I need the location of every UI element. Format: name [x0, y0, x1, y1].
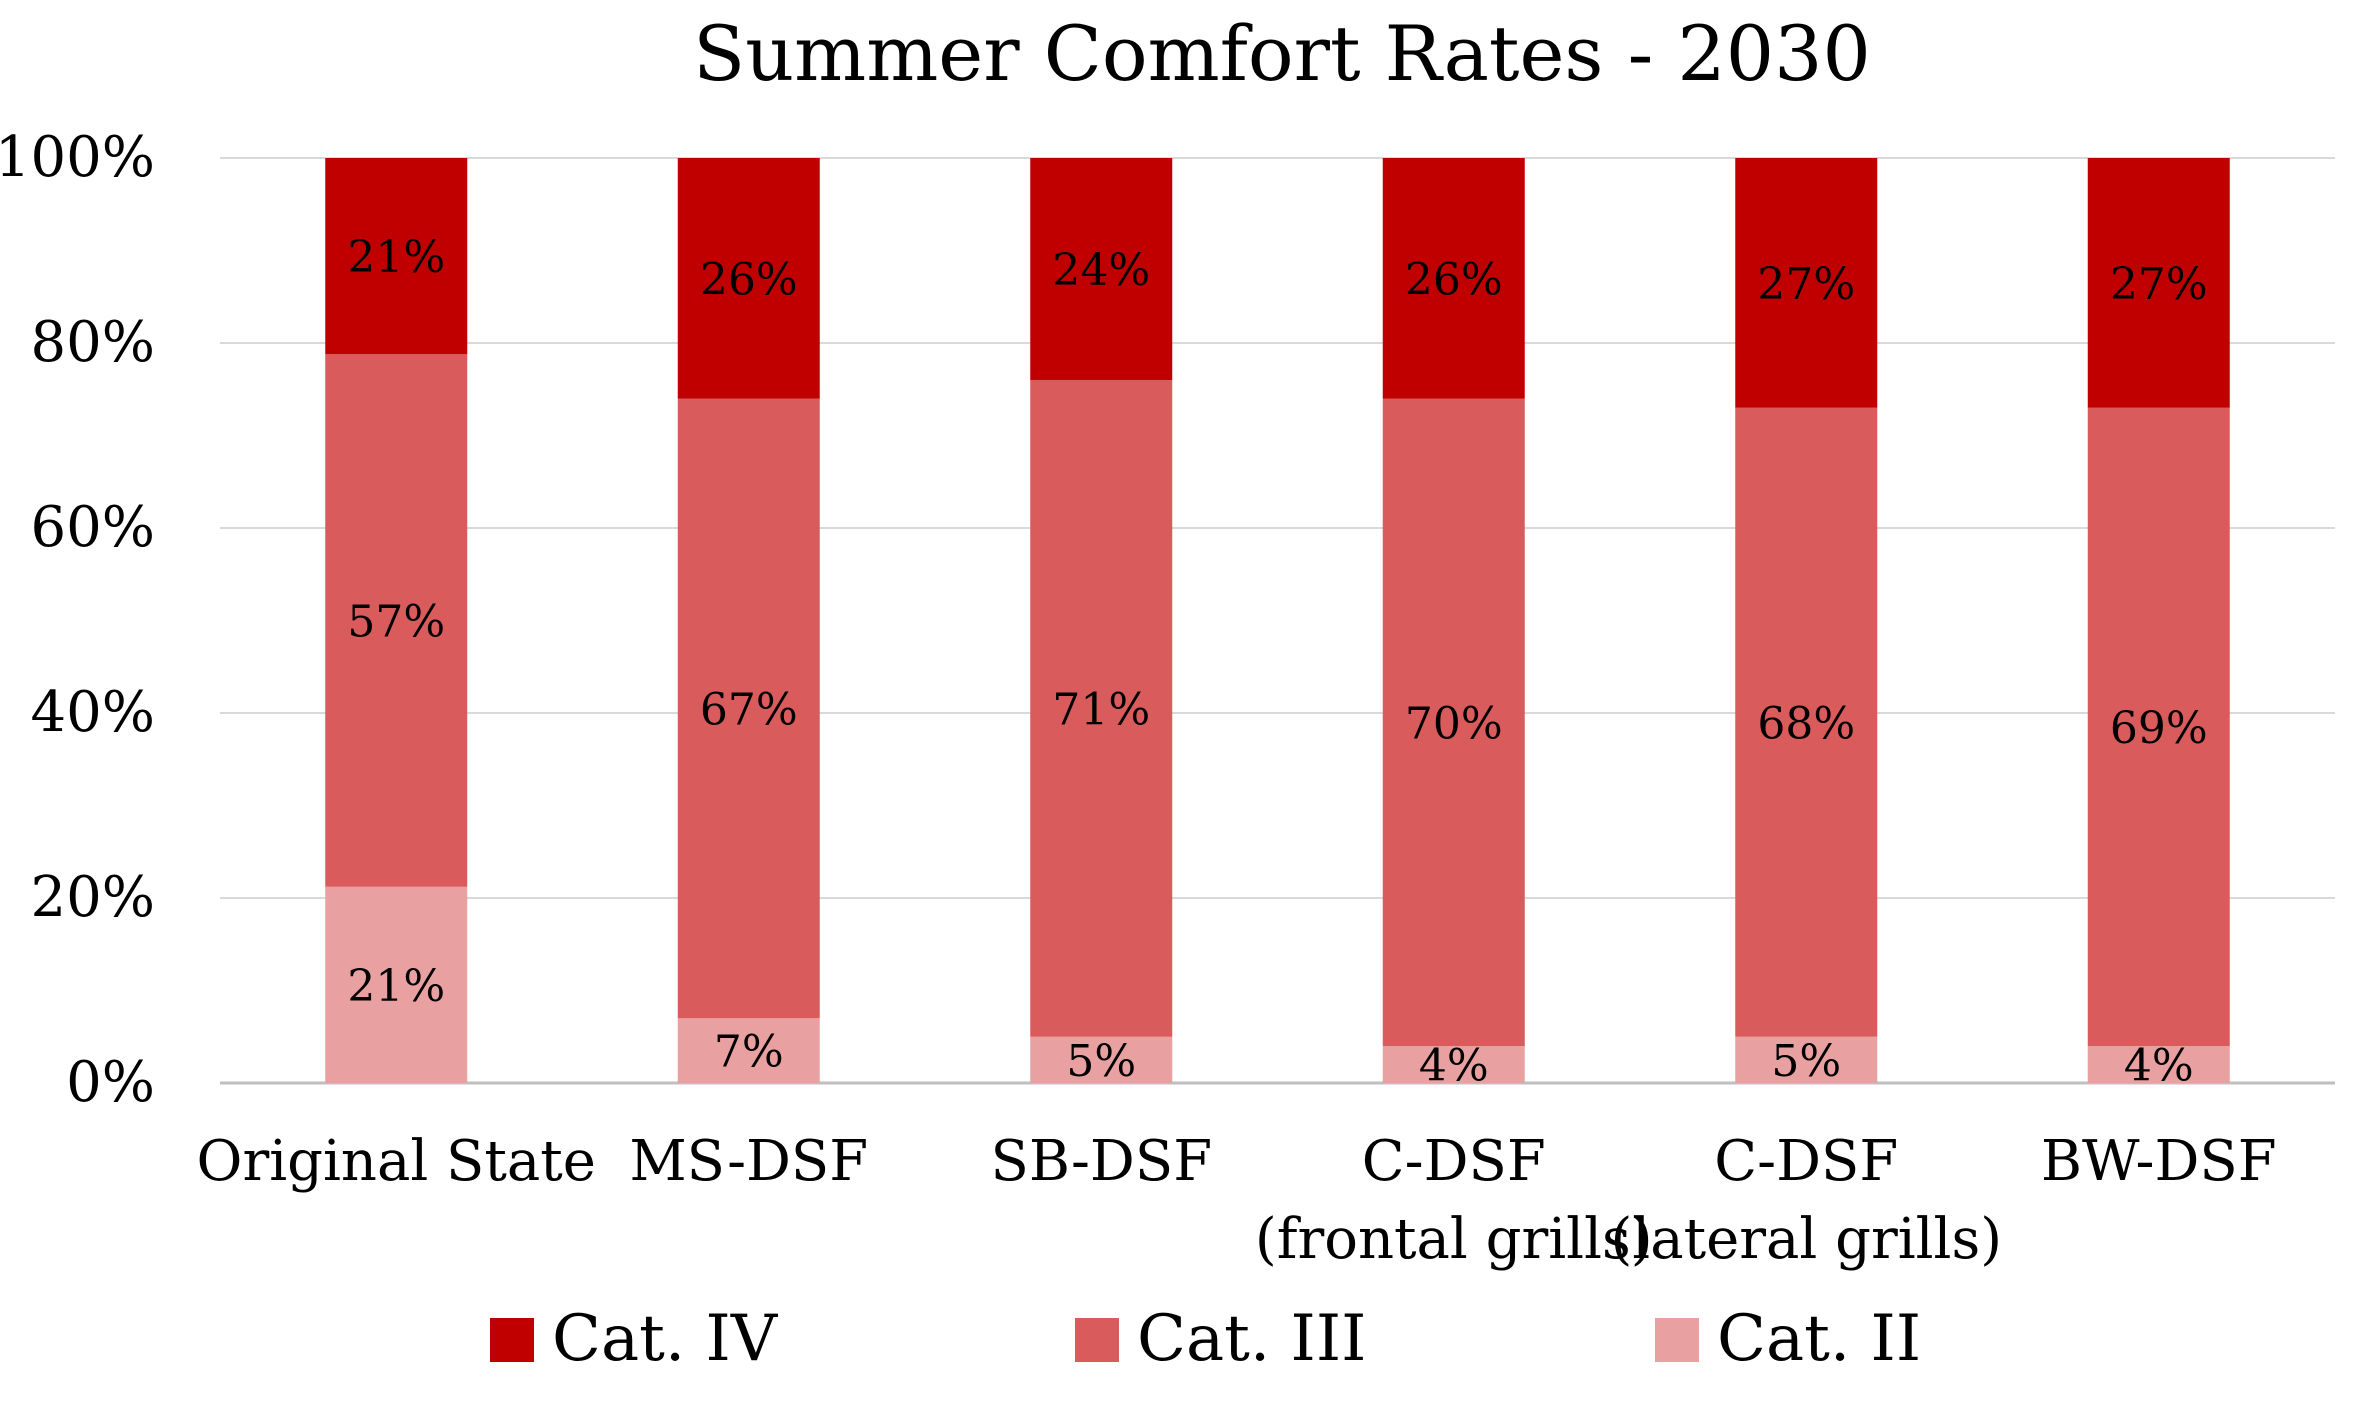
legend-label: Cat. IV — [552, 1302, 779, 1376]
bar-segment — [2087, 158, 2230, 408]
bar-segment — [677, 398, 820, 1019]
y-tick-label: 60% — [31, 495, 155, 560]
bar-segment — [1382, 1046, 1525, 1083]
chart-title: Summer Comfort Rates - 2030 — [693, 9, 1871, 98]
x-tick-label: (lateral grills) — [1610, 1207, 2002, 1272]
data-label: 5% — [1066, 1036, 1136, 1087]
legend-label: Cat. III — [1137, 1302, 1366, 1376]
bar-segment — [1382, 158, 1525, 399]
y-axis-tick-labels: 0% 20% 40% 60% 80% 100% — [0, 125, 155, 1115]
gridlines — [220, 157, 2335, 1085]
bar-segment — [1382, 398, 1525, 1046]
bar-segment — [1735, 158, 1878, 408]
bar-segment — [325, 886, 468, 1083]
data-label: 4% — [2124, 1041, 2194, 1092]
bar-segment — [1030, 158, 1173, 380]
bar-segment — [325, 354, 468, 887]
data-label: 7% — [714, 1027, 784, 1078]
data-label: 21% — [347, 961, 445, 1012]
x-tick-label: C-DSF — [1362, 1129, 1546, 1194]
x-tick-label: BW-DSF — [2041, 1129, 2277, 1194]
bar-segment — [2087, 1046, 2230, 1083]
x-tick-label: Original State — [197, 1129, 596, 1194]
y-tick-label: 20% — [31, 865, 155, 930]
data-label: 21% — [347, 232, 445, 283]
bar-segment — [1735, 1036, 1878, 1083]
bar-segment — [1030, 380, 1173, 1037]
data-label: 67% — [700, 684, 798, 735]
legend-label: Cat. II — [1717, 1302, 1921, 1376]
x-tick-label: (frontal grills) — [1255, 1207, 1653, 1272]
data-label: 70% — [1405, 698, 1503, 749]
bar-segment — [677, 158, 820, 399]
y-tick-label: 80% — [31, 310, 155, 375]
y-tick-label: 0% — [66, 1050, 155, 1115]
data-label: 27% — [2110, 259, 2208, 310]
legend-swatch — [1655, 1318, 1699, 1362]
data-label: 24% — [1052, 245, 1150, 296]
x-tick-label: MS-DSF — [629, 1129, 868, 1194]
bar-segment — [1030, 1036, 1173, 1083]
bar-segment — [1735, 407, 1878, 1037]
bar-segment — [677, 1018, 820, 1083]
data-label: 4% — [1419, 1041, 1489, 1092]
data-label: 27% — [1757, 259, 1855, 310]
data-labels: 21% 57% 21% 7% 67% 26% 5% 71% 24% 4% 70% 26% 5% 68% 27… — [347, 232, 2207, 1091]
data-label: 69% — [2110, 703, 2208, 754]
data-label: 26% — [700, 254, 798, 305]
data-label: 5% — [1771, 1036, 1841, 1087]
y-tick-label: 40% — [31, 680, 155, 745]
legend-swatch — [490, 1318, 534, 1362]
x-tick-label: SB-DSF — [990, 1129, 1212, 1194]
bars — [325, 158, 2230, 1083]
data-label: 71% — [1052, 684, 1150, 735]
bar-segment — [325, 158, 468, 355]
legend-swatch — [1075, 1318, 1119, 1362]
legend: Cat. IV Cat. III Cat. II — [490, 1302, 1921, 1376]
x-axis-tick-labels: Original State MS-DSF SB-DSF C-DSF (frontal … — [197, 1129, 2277, 1272]
x-tick-label: C-DSF — [1714, 1129, 1898, 1194]
data-label: 68% — [1757, 698, 1855, 749]
bar-segment — [2087, 407, 2230, 1046]
y-tick-label: 100% — [0, 125, 155, 190]
data-label: 57% — [347, 597, 445, 648]
data-label: 26% — [1405, 254, 1503, 305]
